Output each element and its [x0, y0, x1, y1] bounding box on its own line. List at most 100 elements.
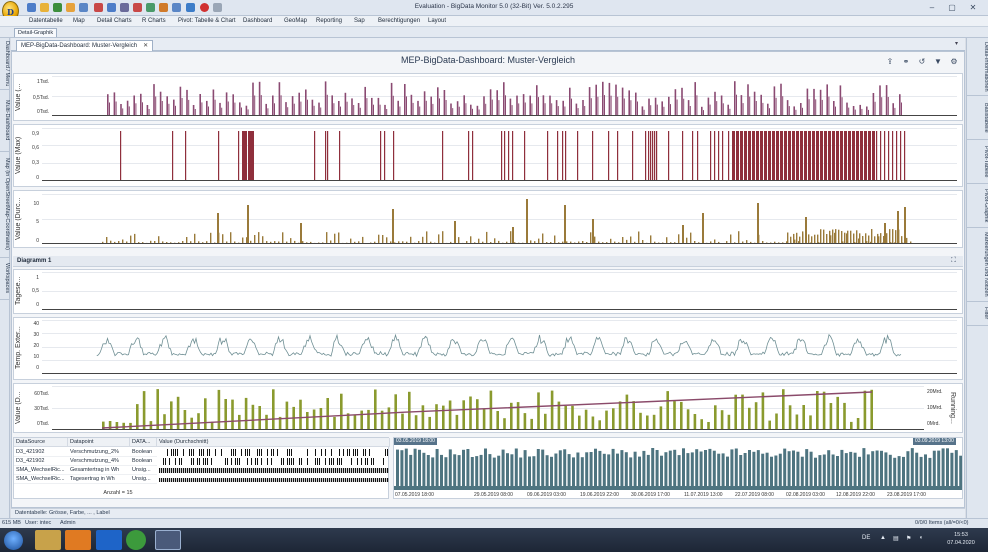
explorer-taskbar-icon[interactable] — [35, 530, 61, 550]
document-tab[interactable]: MEP-BigData-Dashboard: Muster-Vergleich ✕ — [16, 40, 154, 51]
value-spike — [442, 231, 444, 243]
help-icon[interactable] — [213, 3, 222, 12]
bigdata-monitor-taskbar-icon[interactable] — [155, 530, 181, 550]
sidebar-tab-pivot-graphik[interactable]: Pivot-Graphik — [967, 184, 988, 228]
panel2-plot[interactable] — [42, 128, 957, 181]
value-spike — [799, 236, 801, 243]
value-spike — [890, 242, 892, 243]
yield-bar — [550, 390, 554, 429]
settings-icon[interactable]: ⚙ — [950, 57, 958, 66]
panel5-plot[interactable] — [42, 320, 957, 374]
sidebar-tab-pivot-tabelle[interactable]: Pivot-Tabelle — [967, 140, 988, 184]
open-folder-icon[interactable] — [40, 3, 49, 12]
sidebar-tab-detail-informationen[interactable]: Detail-Informationen — [967, 38, 988, 96]
grid-header-datapoint[interactable]: Datapoint — [68, 438, 130, 447]
sidebar-tab-filter[interactable]: Filter — [967, 302, 988, 326]
panel4-plot[interactable] — [42, 272, 957, 310]
filter-icon[interactable]: ▼ — [934, 57, 942, 66]
ribbon-tab-detail-graphik[interactable]: Detail-Graphik — [14, 28, 58, 37]
menu-item-2[interactable]: Detail Charts — [97, 18, 132, 24]
menu-item-1[interactable]: Map — [73, 18, 85, 24]
value-spike — [829, 230, 831, 243]
menu-item-10[interactable]: Layout — [428, 18, 447, 24]
spike-bar — [450, 103, 452, 115]
datatable-bar[interactable]: Datentabelle: Grösse, Farbe, ... , Label — [11, 508, 965, 518]
tab-menu-icon[interactable]: ▾ — [955, 41, 959, 47]
value-spike — [558, 242, 560, 243]
sidebar-tab-basistabelle[interactable]: Basistabelle — [967, 96, 988, 140]
table-cell[interactable]: Tagesertrag in Wh — [68, 475, 130, 484]
save-icon[interactable] — [53, 3, 62, 12]
table-cell[interactable]: D3_421902 — [14, 457, 68, 466]
minimize-button[interactable]: – — [929, 3, 935, 12]
table-icon[interactable] — [107, 3, 116, 12]
table-cell[interactable]: Unsig... — [130, 475, 157, 484]
close-button[interactable]: ✕ — [969, 3, 977, 12]
export-icon[interactable] — [159, 3, 168, 12]
timeline-bar — [800, 456, 804, 490]
stop-icon[interactable] — [200, 3, 209, 12]
pdf-icon[interactable] — [94, 3, 103, 12]
map-icon[interactable] — [146, 3, 155, 12]
table-cell[interactable]: Boolean — [130, 448, 157, 457]
media-player-taskbar-icon[interactable] — [65, 530, 91, 550]
panel6-plot[interactable] — [52, 386, 924, 430]
report-icon[interactable] — [133, 3, 142, 12]
menu-item-5[interactable]: Dashboard — [243, 18, 273, 24]
info-icon[interactable] — [186, 3, 195, 12]
chart-icon[interactable] — [120, 3, 129, 12]
sparkline-mark — [185, 468, 187, 473]
table-cell[interactable]: SMA_WechselRic... — [14, 475, 68, 484]
sparkline-mark — [169, 468, 171, 473]
panel1-plot[interactable] — [52, 76, 957, 116]
sidebar-tab-multi-dashboard[interactable]: Multi-Dashboard — [0, 90, 10, 152]
expand-icon[interactable]: ⛶ — [951, 257, 956, 264]
value-spike — [766, 242, 768, 243]
sidebar-tab-workspaces[interactable]: Workspaces — [0, 258, 10, 300]
menu-item-6[interactable]: GeoMap — [284, 18, 308, 24]
datapoint-grid[interactable]: DataSource Datapoint DATA... Value (Durc… — [13, 437, 390, 499]
timeline-bar — [422, 452, 426, 490]
table-cell[interactable]: D3_421902 — [14, 448, 68, 457]
table-cell[interactable]: Verschmutzung_2% — [68, 448, 130, 457]
export-icon[interactable]: ⇪ — [886, 57, 894, 66]
new-icon[interactable] — [27, 3, 36, 12]
tray-arrow-icon[interactable]: ▲ — [880, 535, 886, 541]
table-cell[interactable]: Gesamtertrag in Wh — [68, 466, 130, 475]
spike-bar — [379, 104, 381, 115]
network-icon[interactable]: ▤ — [893, 536, 899, 542]
table-cell[interactable]: Verschmutzung_4% — [68, 457, 130, 466]
grid-header-datasource[interactable]: DataSource — [14, 438, 68, 447]
bluetooth-taskbar-icon[interactable] — [96, 530, 122, 550]
table-cell[interactable]: SMA_WechselRic... — [14, 466, 68, 475]
folder-icon[interactable] — [66, 3, 75, 12]
taskbar-clock[interactable]: 15:53 07.04.2020 — [940, 531, 982, 547]
timeline-plot[interactable] — [394, 446, 962, 490]
language-indicator[interactable]: DE — [862, 535, 871, 541]
chrome-taskbar-icon[interactable] — [126, 530, 146, 550]
menu-item-0[interactable]: Datentabelle — [29, 18, 63, 24]
menu-item-4[interactable]: Pivot: Tabelle & Chart — [178, 18, 236, 24]
volume-icon[interactable]: ◖ — [919, 535, 923, 541]
menu-item-7[interactable]: Reporting — [316, 18, 343, 24]
menu-item-9[interactable]: Berechtigungen — [378, 18, 421, 24]
start-button[interactable] — [4, 531, 23, 550]
spike-bar — [604, 95, 605, 115]
panel3-plot[interactable] — [42, 194, 957, 244]
refresh-icon[interactable] — [172, 3, 181, 12]
sidebar-tab-dashboard-menu[interactable]: Dashboard / Menu — [0, 38, 10, 90]
grid-header-value[interactable]: Value (Durchschnitt) — [157, 438, 390, 447]
grid-header-datatype[interactable]: DATA... — [130, 438, 157, 447]
menu-item-8[interactable]: Sap — [354, 18, 365, 24]
binoculars-icon[interactable]: ⚭ — [902, 57, 910, 66]
menu-item-3[interactable]: R Charts — [142, 18, 166, 24]
undo-icon[interactable]: ↺ — [918, 57, 926, 66]
print-icon[interactable] — [79, 3, 88, 12]
sidebar-tab-markierungen[interactable]: Markierungen und Notizen — [967, 228, 988, 302]
sidebar-tab-map[interactable]: Map (in OpenStreetMap-Coordinates) — [0, 152, 10, 258]
flag-icon[interactable]: ⚑ — [906, 536, 912, 542]
maximize-button[interactable]: ▢ — [948, 3, 956, 12]
table-cell[interactable]: Unsig... — [130, 466, 157, 475]
close-tab-icon[interactable]: ✕ — [143, 43, 149, 49]
table-cell[interactable]: Boolean — [130, 457, 157, 466]
